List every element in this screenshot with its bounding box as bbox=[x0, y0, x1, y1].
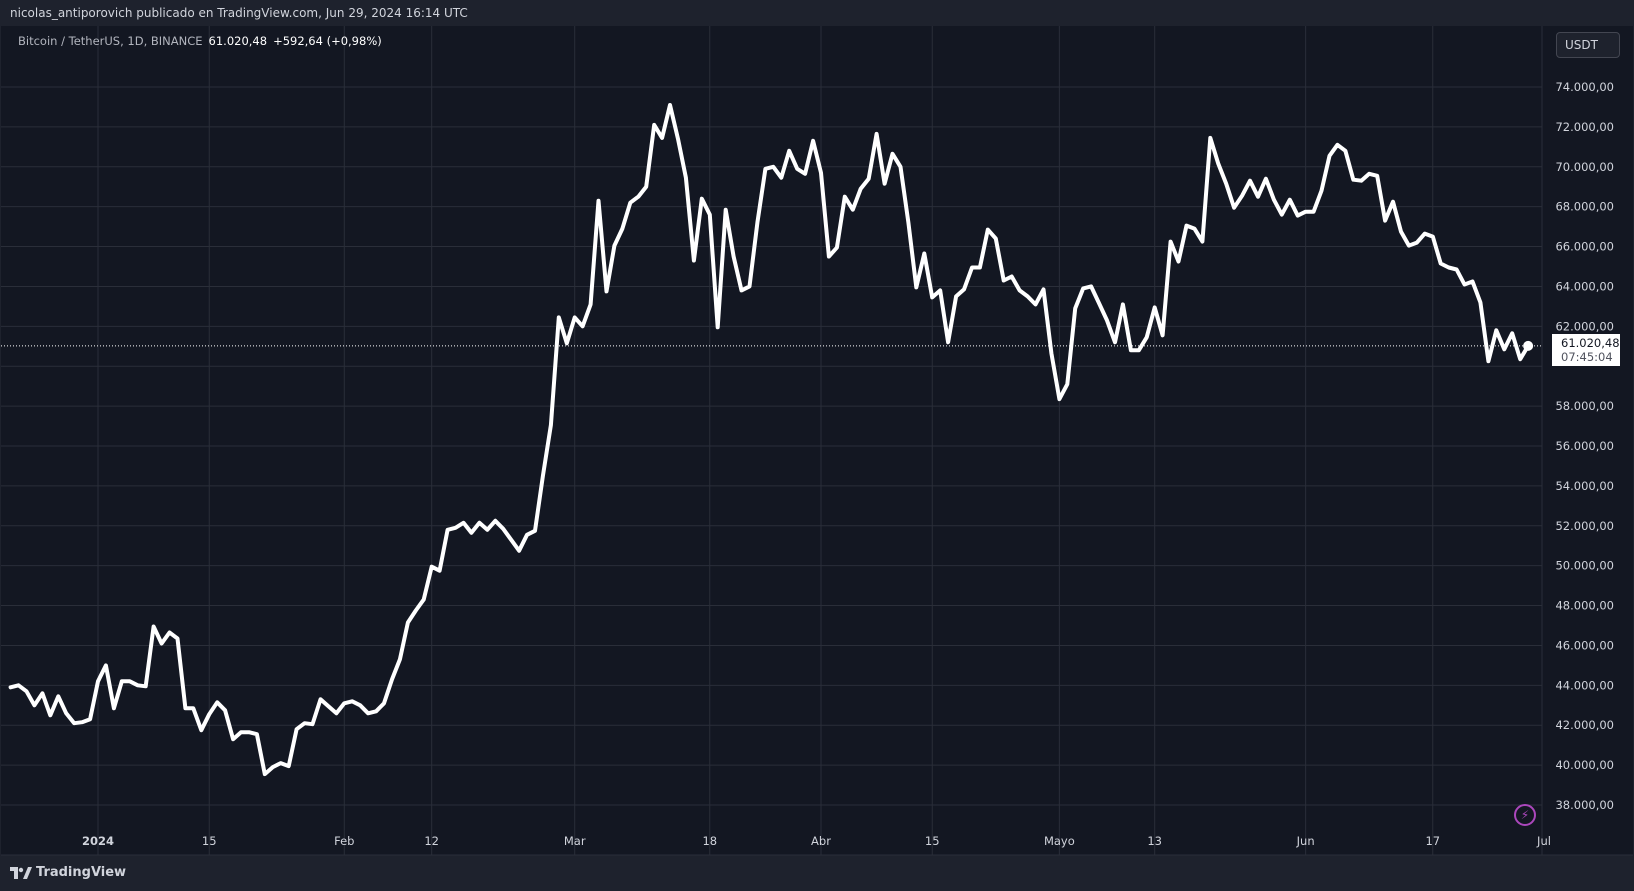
publisher-line: nicolas_antiporovich publicado en Tradin… bbox=[10, 6, 468, 20]
symbol-change: +592,64 (+0,98%) bbox=[273, 34, 382, 48]
y-tick-label: 62.000,00 bbox=[1555, 319, 1614, 333]
price-axis-background[interactable] bbox=[1542, 26, 1633, 855]
x-tick-label: Jun bbox=[1296, 834, 1315, 848]
currency-button[interactable]: USDT bbox=[1556, 32, 1620, 58]
y-tick-label: 56.000,00 bbox=[1555, 439, 1614, 453]
lightning-icon[interactable]: ⚡ bbox=[1514, 804, 1536, 826]
y-tick-label: 50.000,00 bbox=[1555, 559, 1614, 573]
x-tick-label: 17 bbox=[1425, 834, 1440, 848]
y-tick-label: 42.000,00 bbox=[1555, 718, 1614, 732]
y-tick-label: 72.000,00 bbox=[1555, 120, 1614, 134]
last-price-tag: 61.020,48 07:45:04 bbox=[1552, 334, 1620, 366]
time-axis-labels: 2024 15 Feb 12 Mar 18 Abr 15 Mayo 13 Jun 17 Jul bbox=[82, 834, 1551, 848]
x-tick-label: Jul bbox=[1536, 834, 1551, 848]
x-tick-label: 2024 bbox=[82, 834, 114, 848]
y-tick-label: 66.000,00 bbox=[1555, 240, 1614, 254]
price-axis-labels: 38.000,00 40.000,00 42.000,00 44.000,00 46.0… bbox=[1555, 80, 1614, 812]
y-tick-label: 48.000,00 bbox=[1555, 599, 1614, 613]
last-price-marker bbox=[1523, 340, 1534, 351]
y-tick-label: 44.000,00 bbox=[1555, 678, 1614, 692]
footer-brand[interactable]: TradingView bbox=[10, 865, 126, 880]
brand-name: TradingView bbox=[36, 865, 127, 880]
x-tick-label: 15 bbox=[925, 834, 940, 848]
x-tick-label: 13 bbox=[1147, 834, 1162, 848]
symbol-description[interactable]: Bitcoin / TetherUS, 1D, BINANCE bbox=[18, 34, 203, 48]
price-series-line bbox=[8, 103, 1531, 777]
symbol-last-price: 61.020,48 bbox=[208, 34, 268, 48]
x-tick-label: 15 bbox=[202, 834, 217, 848]
x-tick-label: Mar bbox=[564, 834, 586, 848]
y-tick-label: 46.000,00 bbox=[1555, 638, 1614, 652]
symbol-legend[interactable]: Bitcoin / TetherUS, 1D, BINANCE 61.020,48… bbox=[18, 34, 382, 48]
vertical-gridlines bbox=[97, 26, 1434, 855]
y-tick-label: 38.000,00 bbox=[1555, 798, 1614, 812]
y-tick-label: 40.000,00 bbox=[1555, 758, 1614, 772]
plot-background bbox=[1, 26, 1542, 855]
x-tick-label: 12 bbox=[424, 834, 439, 848]
x-tick-label: Mayo bbox=[1044, 834, 1075, 848]
y-tick-label: 68.000,00 bbox=[1555, 200, 1614, 214]
y-tick-label: 54.000,00 bbox=[1555, 479, 1614, 493]
y-tick-label: 64.000,00 bbox=[1555, 279, 1614, 293]
y-tick-label: 74.000,00 bbox=[1555, 80, 1614, 94]
last-price-value: 61.020,48 bbox=[1561, 336, 1620, 350]
x-tick-label: Feb bbox=[334, 834, 354, 848]
y-tick-label: 58.000,00 bbox=[1555, 399, 1614, 413]
x-tick-label: Abr bbox=[811, 834, 831, 848]
bar-countdown: 07:45:04 bbox=[1561, 350, 1613, 364]
y-tick-label: 70.000,00 bbox=[1555, 160, 1614, 174]
y-tick-label: 52.000,00 bbox=[1555, 519, 1614, 533]
tradingview-logo-icon bbox=[10, 866, 32, 879]
x-tick-label: 18 bbox=[702, 834, 717, 848]
